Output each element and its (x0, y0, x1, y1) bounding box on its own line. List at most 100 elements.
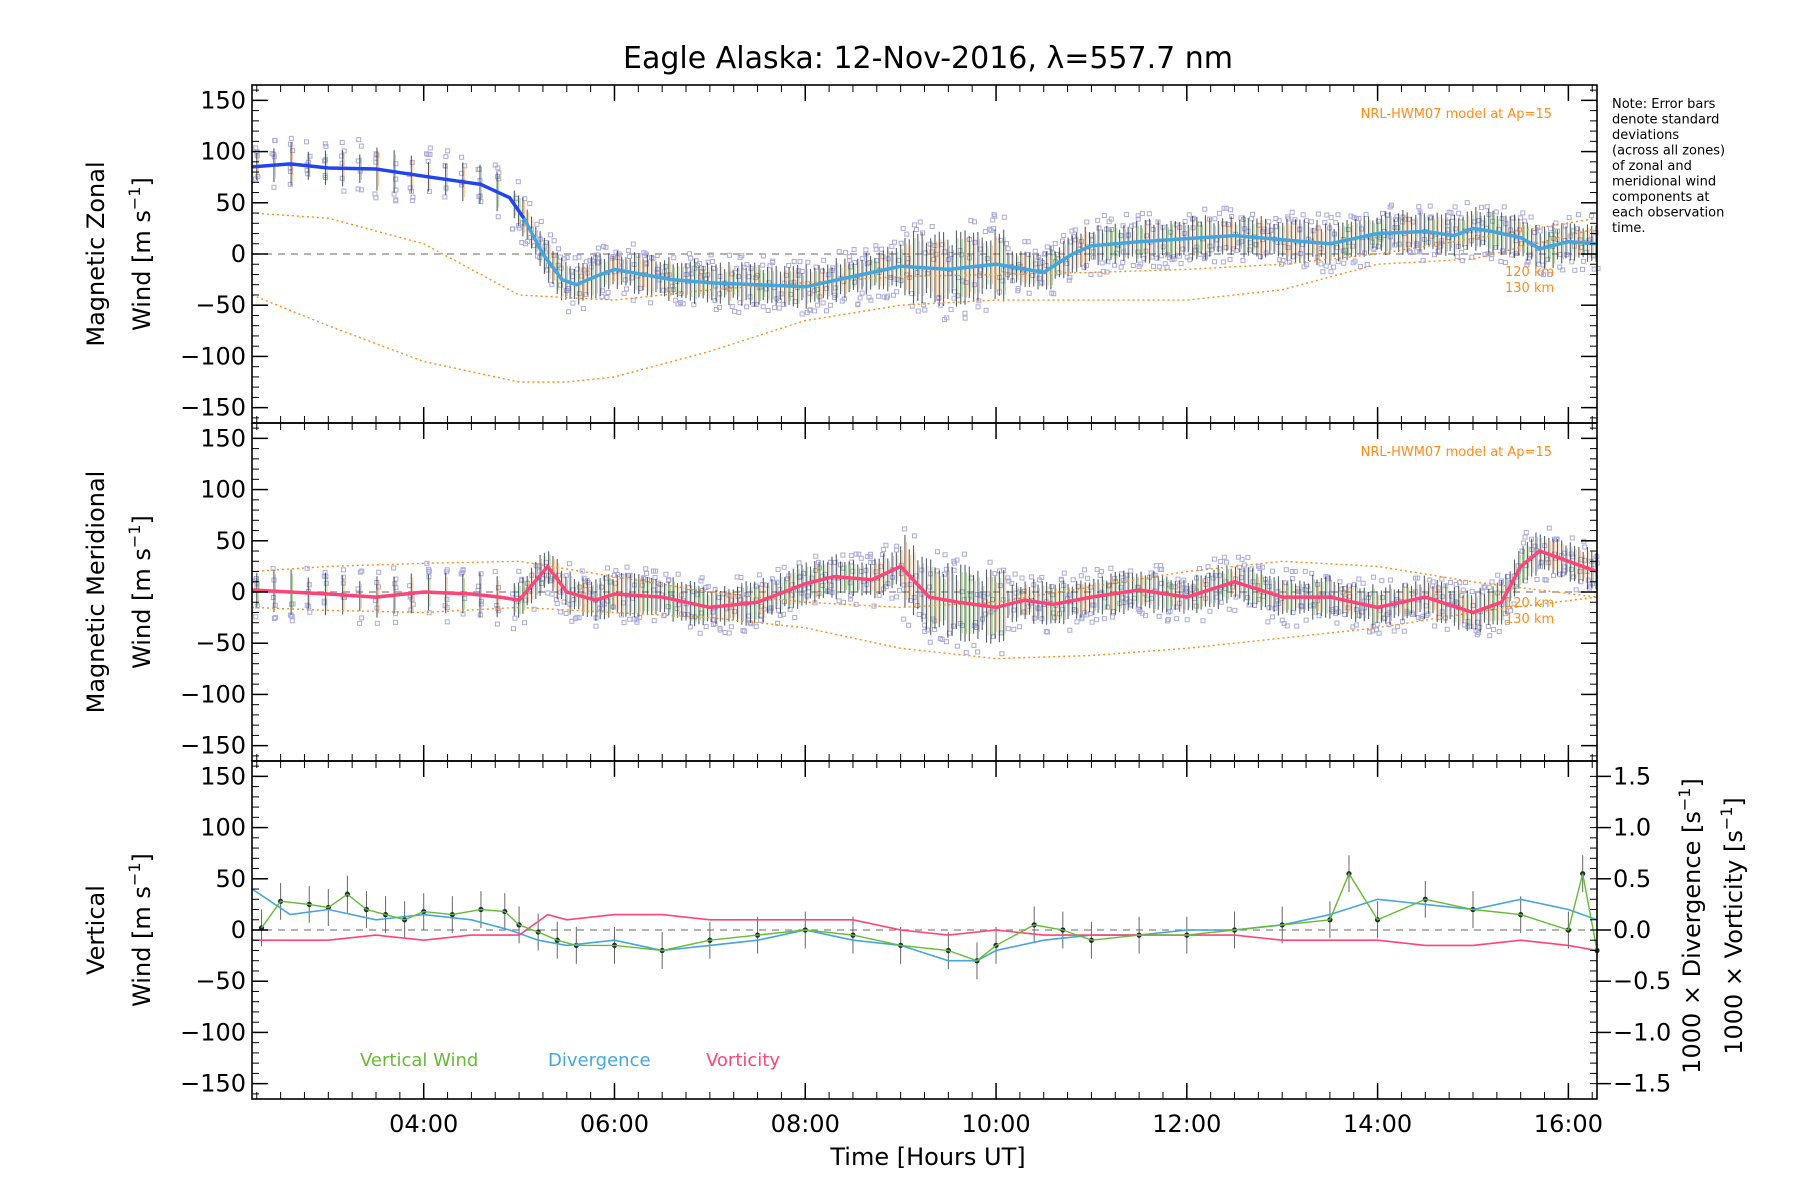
zone-sample-point (359, 615, 365, 621)
zone-sample-point (1136, 263, 1142, 269)
zone-sample-point (652, 574, 658, 580)
zone-sample-point (1270, 614, 1276, 620)
zone-sample-point (1322, 219, 1328, 225)
zone-sample-point (427, 145, 433, 151)
zone-sample-point (1439, 594, 1445, 600)
y-tick-label: 100 (200, 814, 246, 842)
zone-sample-point (975, 649, 981, 655)
zone-sample-point (736, 274, 742, 280)
zone-sample-point (527, 201, 533, 207)
zone-sample-point (391, 565, 397, 571)
zone-sample-point (1292, 217, 1298, 223)
zone-sample-point (1173, 604, 1179, 610)
zone-sample-point (1512, 583, 1518, 589)
zone-sample-point (1420, 257, 1426, 263)
zone-sample-point (372, 191, 378, 197)
zone-sample-point (643, 251, 649, 257)
zone-sample-point (962, 310, 968, 316)
meridional-wind-line (251, 549, 1598, 615)
x-tick-label: 08:00 (771, 1110, 840, 1138)
zone-sample-point (587, 586, 593, 592)
zone-sample-point (992, 213, 998, 219)
zone-sample-point (879, 246, 885, 252)
vertical-wind-line (260, 872, 1598, 962)
zone-sample-point (630, 297, 636, 303)
zone-sample-point (1551, 573, 1557, 579)
zone-sample-point (1469, 589, 1475, 595)
zone-sample-point (577, 291, 583, 297)
zone-sample-point (980, 593, 986, 599)
zone-sample-point (1324, 212, 1330, 218)
zone-sample-point (1283, 580, 1289, 586)
zone-sample-point (941, 571, 947, 577)
zone-sample-point (1546, 525, 1552, 531)
zone-sample-point (1184, 586, 1190, 592)
zone-sample-point (815, 559, 821, 565)
zone-sample-point (321, 158, 327, 164)
zone-sample-point (1315, 211, 1321, 217)
zone-sample-point (1109, 614, 1115, 620)
zone-sample-point (774, 579, 780, 585)
zone-sample-point (712, 587, 718, 593)
zone-sample-point (971, 282, 977, 288)
zone-sample-point (1444, 626, 1450, 632)
x-tick-label: 06:00 (580, 1110, 649, 1138)
zone-sample-point (1011, 626, 1017, 632)
zone-sample-point (942, 552, 948, 558)
zone-sample-point (1528, 214, 1534, 220)
zone-sample-point (1128, 568, 1134, 574)
meridional-model-curve (251, 560, 1598, 609)
zone-sample-point (1205, 572, 1211, 578)
zone-sample-point (1058, 576, 1064, 582)
zone-sample-point (1493, 245, 1499, 251)
zone-sample-point (1311, 602, 1317, 608)
zone-sample-point (1562, 568, 1568, 574)
zone-sample-point (1099, 260, 1105, 266)
zone-sample-point (595, 245, 601, 251)
zone-sample-point (1026, 290, 1032, 296)
zone-sample-point (321, 600, 327, 606)
zone-sample-point (909, 303, 915, 309)
zone-sample-point (805, 259, 811, 265)
zone-sample-point (1503, 260, 1509, 266)
zone-sample-point (1005, 575, 1011, 581)
right-y-tick-label: 1.0 (1613, 814, 1651, 842)
zonal-model-label: NRL-HWM07 model at Ap=15 (1361, 107, 1552, 122)
zone-sample-point (1081, 264, 1087, 270)
zone-sample-point (1259, 564, 1265, 570)
zone-sample-point (1536, 261, 1542, 267)
y-tick-label: −150 (180, 732, 246, 760)
zone-sample-point (563, 610, 569, 616)
zone-sample-point (509, 226, 515, 232)
zone-sample-point (355, 186, 361, 192)
zone-sample-point (1577, 569, 1583, 575)
right-y-tick-label: 0.0 (1613, 916, 1651, 944)
zone-sample-point (307, 609, 313, 615)
zone-sample-point (1257, 254, 1263, 260)
zone-sample-point (1292, 568, 1298, 574)
zone-sample-point (1175, 576, 1181, 582)
zone-sample-point (907, 582, 913, 588)
zone-sample-point (853, 551, 859, 557)
zone-sample-point (1562, 223, 1568, 229)
zone-sample-point (1435, 248, 1441, 254)
zonal-alt-label-120: 120 km (1505, 265, 1554, 280)
zone-sample-point (760, 304, 766, 310)
zone-sample-point (740, 627, 746, 633)
meridional-ylabel-line2: Wind [m s−1] (125, 515, 156, 669)
zone-sample-point (1202, 206, 1208, 212)
zone-sample-point (1289, 576, 1295, 582)
zone-sample-point (557, 282, 563, 288)
zone-sample-point (1459, 249, 1465, 255)
zone-sample-point (1272, 605, 1278, 611)
zone-sample-point (1484, 204, 1490, 210)
zone-sample-point (759, 582, 765, 588)
zone-sample-point (1504, 619, 1510, 625)
zone-sample-point (581, 267, 587, 273)
zone-sample-point (1516, 227, 1522, 233)
zone-sample-point (760, 262, 766, 268)
meridional-alt-label-120: 120 km (1505, 596, 1554, 611)
zone-sample-point (879, 551, 885, 557)
zone-sample-point (393, 619, 399, 625)
